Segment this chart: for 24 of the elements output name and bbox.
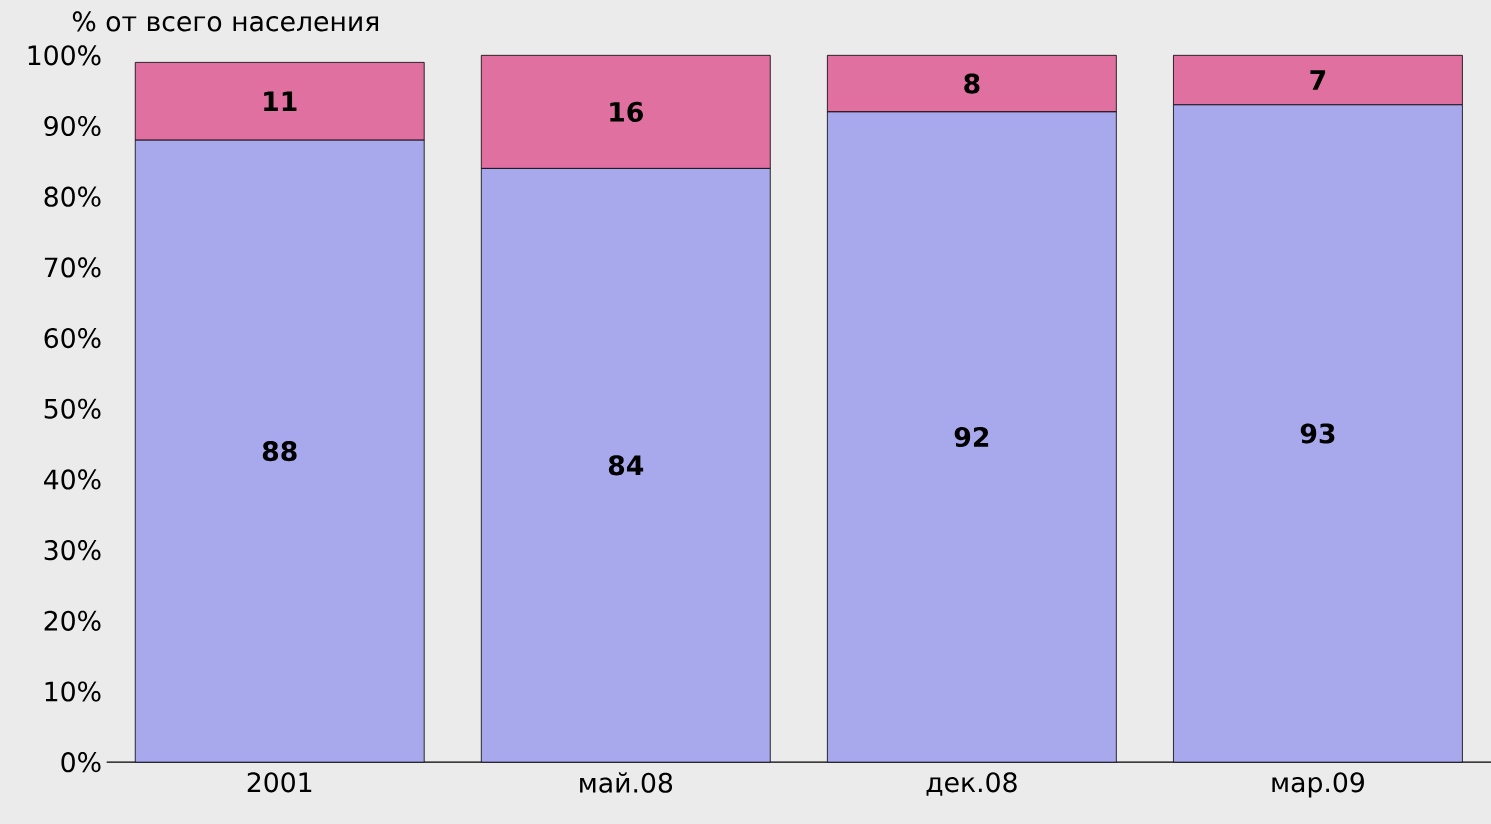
x-tick-label: май.08 — [580, 772, 673, 793]
data-label: 7 — [1310, 70, 1326, 90]
y-tick-label: 10% — [45, 681, 101, 702]
y-tick-label: 90% — [44, 115, 101, 137]
x-tick-label: 2001 — [247, 772, 312, 793]
data-label: 84 — [608, 455, 644, 476]
x-tick-label: дек.08 — [926, 772, 1017, 796]
data-label: 92 — [954, 426, 989, 448]
x-tick-label: мар.09 — [1272, 772, 1364, 798]
y-tick-label: 40% — [44, 469, 101, 490]
y-tick-label: 50% — [44, 398, 101, 419]
y-tick-label: 60% — [44, 327, 101, 349]
data-label: 16 — [610, 101, 643, 122]
y-tick-label: 30% — [44, 539, 101, 561]
y-tick-label: 100% — [28, 45, 101, 66]
data-label: 8 — [964, 73, 980, 94]
y-tick-label: 0% — [61, 752, 101, 773]
data-label: 93 — [1300, 423, 1335, 444]
data-label: 88 — [262, 441, 297, 462]
y-axis-title: % от всего населения — [72, 11, 379, 32]
y-tick-label: 20% — [44, 610, 101, 631]
y-tick-label: 70% — [44, 257, 101, 278]
y-tick-label: 80% — [44, 186, 101, 207]
data-label: 11 — [264, 91, 297, 111]
